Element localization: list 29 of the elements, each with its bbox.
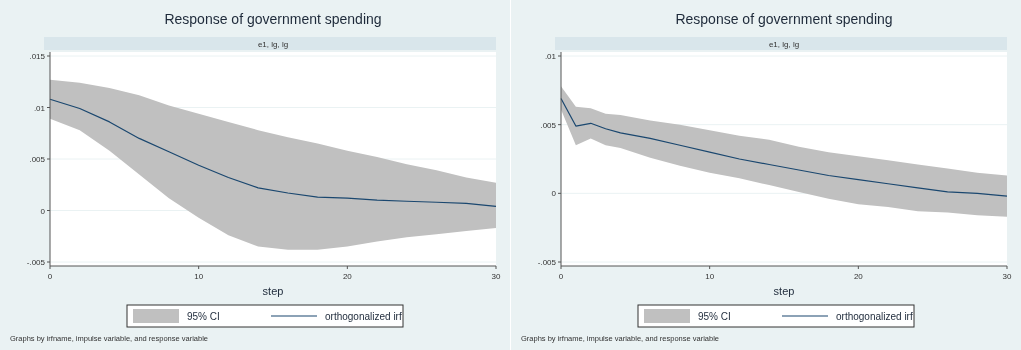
chart-title: Response of government spending xyxy=(675,11,893,27)
y-tick-label: .01 xyxy=(33,103,46,113)
x-tick-label: 30 xyxy=(1002,272,1012,281)
x-axis-title: step xyxy=(262,285,284,297)
y-tick-label: -.005 xyxy=(26,258,46,267)
x-tick-label: 10 xyxy=(705,272,715,281)
x-tick-label: 20 xyxy=(342,272,353,281)
text: 95% CI xyxy=(187,311,220,322)
y-tick-label: .01 xyxy=(544,52,557,61)
y-tick-label: 0 xyxy=(40,206,46,216)
chart-subtitle: e1, lg, lg xyxy=(768,40,800,49)
y-tick-label: .015 xyxy=(29,52,46,61)
x-tick-label: 0 xyxy=(47,272,53,281)
x-tick-label: 0 xyxy=(558,272,564,281)
y-tick-label: .005 xyxy=(29,155,46,164)
text: 95% CI xyxy=(698,311,731,322)
line-series xyxy=(49,98,497,207)
x-tick-label: 10 xyxy=(194,272,204,281)
y-tick-label: -.005 xyxy=(537,258,557,267)
line-series xyxy=(560,97,1008,197)
x-tick-label: 30 xyxy=(491,272,501,281)
chart-subtitle: e1, lg, lg xyxy=(257,40,289,49)
y-tick-label: .005 xyxy=(540,120,557,130)
legend-label: orthogonalized irf xyxy=(836,311,913,322)
legend-label: orthogonalized irf xyxy=(325,311,402,322)
y-tick-label: 0 xyxy=(551,189,557,199)
x-axis-title: step xyxy=(773,285,795,297)
x-tick-label: 20 xyxy=(853,272,864,281)
chart-title: Response of government spending xyxy=(164,11,382,27)
